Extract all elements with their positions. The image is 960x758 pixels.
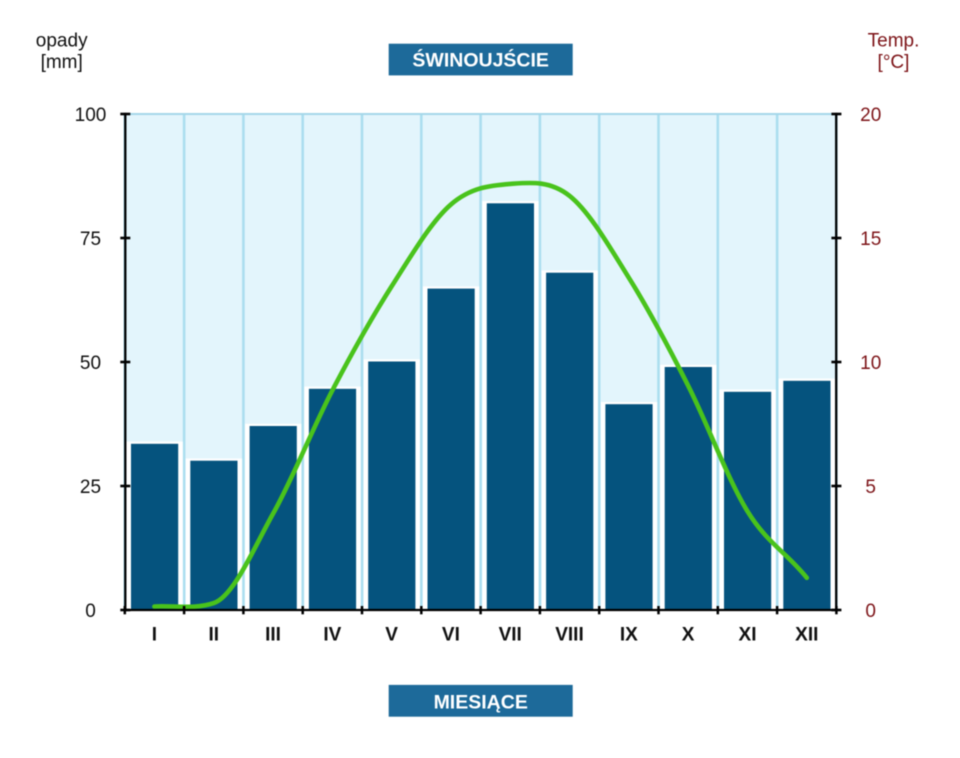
svg-text:100: 100 xyxy=(75,105,107,126)
svg-text:VIII: VIII xyxy=(555,625,584,646)
svg-text:10: 10 xyxy=(860,353,881,374)
svg-text:XII: XII xyxy=(795,625,818,646)
svg-text:MIESIĄCE: MIESIĄCE xyxy=(434,691,528,713)
svg-text:25: 25 xyxy=(80,477,101,498)
svg-text:opady: opady xyxy=(36,31,88,52)
svg-text:III: III xyxy=(265,625,281,646)
svg-text:XI: XI xyxy=(739,625,757,646)
svg-text:V: V xyxy=(385,625,398,646)
svg-text:VII: VII xyxy=(499,625,522,646)
svg-text:VI: VI xyxy=(442,625,460,646)
svg-text:20: 20 xyxy=(860,105,881,126)
svg-text:II: II xyxy=(209,625,220,646)
svg-text:75: 75 xyxy=(80,229,101,250)
svg-text:ŚWINOUJŚCIE: ŚWINOUJŚCIE xyxy=(412,48,549,72)
svg-text:15: 15 xyxy=(860,229,881,250)
svg-text:0: 0 xyxy=(865,601,876,622)
svg-text:[mm]: [mm] xyxy=(41,52,83,73)
svg-text:IV: IV xyxy=(323,625,341,646)
svg-text:50: 50 xyxy=(80,353,101,374)
svg-text:IX: IX xyxy=(620,625,638,646)
svg-text:0: 0 xyxy=(85,601,96,622)
svg-text:I: I xyxy=(152,625,157,646)
svg-text:[°C]: [°C] xyxy=(878,52,910,73)
svg-text:5: 5 xyxy=(865,477,876,498)
svg-text:Temp.: Temp. xyxy=(868,31,920,52)
svg-text:X: X xyxy=(682,625,695,646)
